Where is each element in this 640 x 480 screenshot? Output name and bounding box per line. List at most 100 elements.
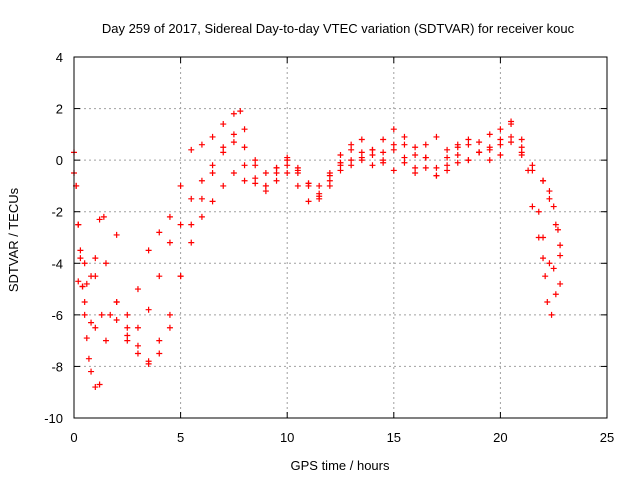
- data-point: [220, 144, 227, 151]
- data-point: [113, 317, 120, 324]
- x-axis-label: GPS time / hours: [291, 458, 390, 473]
- data-point: [198, 177, 205, 184]
- data-point: [230, 170, 237, 177]
- data-point: [124, 311, 131, 318]
- data-point: [262, 170, 269, 177]
- data-point: [540, 234, 547, 241]
- data-point: [294, 182, 301, 189]
- data-point: [486, 157, 493, 164]
- data-point: [156, 229, 163, 236]
- data-point: [134, 324, 141, 331]
- data-point: [546, 188, 553, 195]
- data-point: [198, 213, 205, 220]
- data-point: [230, 139, 237, 146]
- data-point: [75, 221, 82, 228]
- y-axis-label: SDTVAR / TECUs: [6, 187, 21, 292]
- series-track-4: [71, 139, 564, 365]
- data-point: [92, 255, 99, 262]
- data-point: [348, 141, 355, 148]
- data-point: [369, 146, 376, 153]
- data-point: [92, 273, 99, 280]
- data-point: [81, 260, 88, 267]
- data-point: [422, 154, 429, 161]
- data-point: [77, 255, 84, 262]
- data-point: [529, 162, 536, 169]
- data-point: [209, 162, 216, 169]
- data-point: [554, 226, 561, 233]
- data-point: [444, 146, 451, 153]
- data-point: [88, 368, 95, 375]
- data-point: [79, 283, 86, 290]
- data-point: [476, 149, 483, 156]
- data-point: [188, 195, 195, 202]
- data-point: [252, 162, 259, 169]
- data-point: [369, 162, 376, 169]
- data-point: [508, 133, 515, 140]
- data-point: [401, 133, 408, 140]
- data-point: [390, 167, 397, 174]
- data-point: [102, 260, 109, 267]
- data-point: [294, 170, 301, 177]
- data-point: [401, 159, 408, 166]
- data-point: [284, 170, 291, 177]
- data-point: [241, 162, 248, 169]
- data-point: [557, 252, 564, 259]
- data-point: [96, 216, 103, 223]
- data-point: [544, 298, 551, 305]
- data-point: [497, 141, 504, 148]
- data-point: [262, 182, 269, 189]
- data-point: [348, 157, 355, 164]
- plot-frame: [73, 56, 608, 419]
- data-point: [550, 265, 557, 272]
- data-point: [188, 239, 195, 246]
- data-point: [284, 157, 291, 164]
- data-point: [209, 133, 216, 140]
- y-tick-label: -10: [44, 411, 63, 426]
- data-point: [486, 146, 493, 153]
- data-point: [166, 324, 173, 331]
- data-point: [548, 311, 555, 318]
- data-point: [546, 195, 553, 202]
- data-point: [358, 136, 365, 143]
- data-point: [98, 311, 105, 318]
- x-tick-label: 10: [280, 430, 294, 445]
- data-point: [85, 355, 92, 362]
- data-point: [273, 164, 280, 171]
- data-point: [518, 136, 525, 143]
- data-point: [465, 136, 472, 143]
- data-point: [230, 110, 237, 117]
- data-point: [465, 141, 472, 148]
- data-point: [252, 175, 259, 182]
- data-point: [326, 182, 333, 189]
- data-point: [88, 319, 95, 326]
- data-point: [145, 358, 152, 365]
- tick-labels: 0 5 10 15 20 25 -10 -8 -6 -4 -2 0 2 4: [44, 50, 614, 445]
- data-point: [316, 193, 323, 200]
- data-point: [305, 180, 312, 187]
- data-point: [198, 141, 205, 148]
- data-point: [198, 195, 205, 202]
- data-point: [177, 221, 184, 228]
- data-point: [422, 141, 429, 148]
- data-point: [188, 146, 195, 153]
- data-point: [412, 144, 419, 151]
- data-point: [252, 180, 259, 187]
- data-point: [166, 213, 173, 220]
- data-point: [486, 131, 493, 138]
- data-point: [358, 154, 365, 161]
- data-point: [124, 337, 131, 344]
- data-point: [433, 172, 440, 179]
- data-point: [220, 182, 227, 189]
- data-point: [525, 167, 532, 174]
- data-point: [241, 177, 248, 184]
- data-point: [177, 273, 184, 280]
- y-tick-label: 4: [56, 50, 63, 65]
- data-point: [92, 384, 99, 391]
- data-point: [237, 108, 244, 115]
- data-point: [454, 159, 461, 166]
- data-point: [220, 149, 227, 156]
- data-point: [444, 154, 451, 161]
- data-point: [546, 260, 553, 267]
- data-point: [358, 149, 365, 156]
